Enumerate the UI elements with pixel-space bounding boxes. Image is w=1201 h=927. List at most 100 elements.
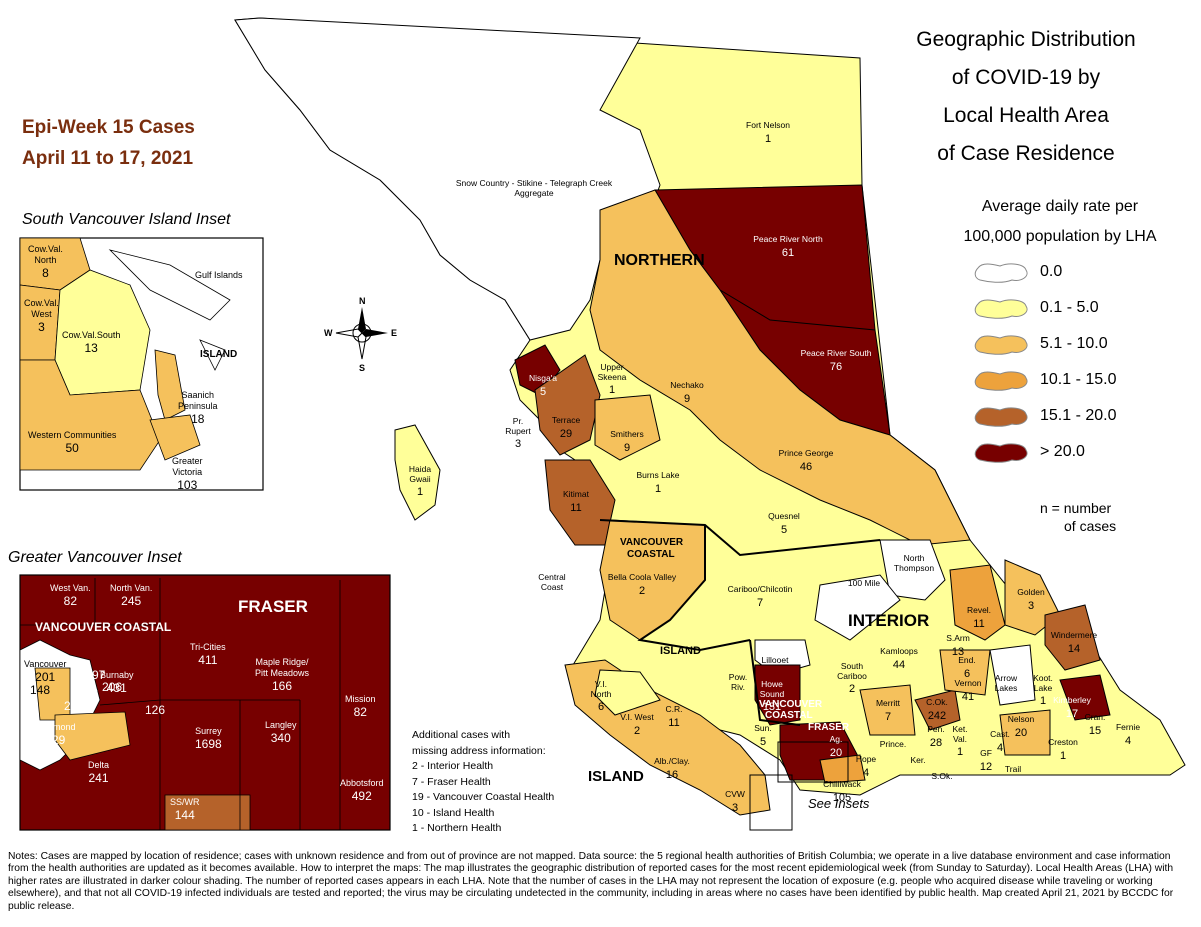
lha-label: Vernon 41 (955, 678, 982, 703)
lha-label: Creston 1 (1048, 737, 1078, 762)
inset-lha-name: West Van. (50, 583, 91, 593)
inset-lha-count: 148 (30, 683, 51, 697)
vernon-area (939, 649, 991, 696)
lha-name: Upper (600, 362, 623, 372)
lha-label: Ker. (910, 755, 925, 765)
inset-lha-label: Cow.Val. West 3 (24, 298, 59, 333)
inset-lha-label: Surrey 1698 (195, 726, 222, 750)
lha-name: Chilliwack (823, 779, 862, 789)
inset-lha-name: Surrey (195, 726, 222, 736)
inset-lha-count: 97 (92, 668, 106, 682)
lha-count: 5 (781, 524, 787, 536)
lha-name: Pr. (513, 416, 523, 426)
lha-count: 7 (757, 597, 763, 609)
lha-count: 11 (668, 717, 679, 729)
lha-name: Pen. (927, 724, 945, 734)
lha-name: End. (958, 655, 976, 665)
legend-swatch (974, 299, 1028, 319)
inset-lha-name: Richmond (35, 722, 76, 732)
lha-count: 5 (760, 736, 766, 748)
lha-name: Peace River South (801, 348, 872, 358)
lha-name: Alb./Clay. (654, 756, 690, 766)
svi-western (19, 359, 161, 471)
lha-label: Pen. 28 (927, 724, 945, 749)
inset-lha-count: 82 (353, 705, 367, 719)
lha-label: Peace River North 61 (753, 234, 823, 259)
additional-cases: Additional cases with missing address in… (412, 728, 554, 837)
lha-name: Ket. (952, 724, 967, 734)
svi-saanich (154, 349, 186, 421)
inset-lha-name: North Van. (110, 583, 153, 593)
lha-count: 3 (515, 438, 521, 450)
terrace-area (534, 354, 601, 456)
lha-name-2: Val. (953, 734, 967, 744)
lha-count: 44 (893, 659, 905, 671)
lha-count: 28 (930, 737, 942, 749)
lha-name-2: Gwaii (409, 474, 430, 484)
lha-label: Nisga'a 5 (529, 373, 557, 398)
lha-label: C.Ok. 242 (926, 697, 948, 722)
inset-lha-count: 82 (63, 594, 78, 608)
inset-box-south-vi (749, 774, 793, 831)
lha-name: Merritt (876, 698, 901, 708)
lha-name: Quesnel (768, 511, 800, 521)
region-vancouver-coastal-inset: VANCOUVER COASTAL (35, 620, 172, 634)
region-fraser-small: FRASER (808, 722, 850, 733)
lha-label: Trail (1005, 764, 1021, 774)
svg-text:W: W (324, 328, 333, 338)
lha-count: 29 (560, 428, 572, 440)
lha-name: Central (538, 572, 566, 582)
lha-name: GF (980, 748, 992, 758)
inset-lha-name-2: Peninsula (178, 401, 218, 411)
n-note-1: n = number (1040, 500, 1112, 516)
lha-name: Prince. (880, 739, 906, 749)
inset-lha-label: Greater Victoria 103 (172, 456, 203, 491)
region-vancouver-coastal-map-2: COASTAL (765, 710, 813, 721)
inset-lha-count: 230 (64, 699, 85, 713)
gv-richmond (54, 711, 131, 761)
lha-count: 41 (962, 691, 974, 703)
lha-label: Pow.Riv. (729, 672, 747, 692)
inset-lha-label: Western Communities 50 (28, 430, 116, 454)
lha-count: 1 (957, 746, 963, 758)
inset-lha-label: North Van. 245 (110, 583, 152, 607)
lha-count: 5 (540, 386, 546, 398)
inset-lha-name-2: North (34, 255, 57, 265)
lha-name: C.Ok. (926, 697, 948, 707)
lha-label: Ag. 20 (830, 734, 843, 759)
lha-name: Kamloops (880, 646, 918, 656)
lha-label: Hope 4 (856, 754, 877, 779)
inset-lha-label: Vancouver 201 (24, 659, 66, 683)
lha-name-2: Cariboo (837, 671, 867, 681)
inset-lha-count: 126 (145, 703, 166, 717)
lha-name: Fort Nelson (746, 120, 790, 130)
epi-week-dates: April 11 to 17, 2021 (22, 148, 194, 169)
legend-swatch (974, 371, 1028, 391)
lha-count: 13 (952, 646, 964, 658)
chilliwack-area (819, 754, 866, 784)
inset-lha-label: SS/WR 144 (170, 797, 200, 821)
region-interior: INTERIOR (848, 611, 930, 630)
gv-sswr (164, 794, 251, 831)
lha-label: Sun. 5 (754, 723, 772, 748)
inset-lha-name: Cow.Val.South (62, 330, 121, 340)
lha-label: S.Ok. (931, 771, 952, 781)
lha-label: 100 Mile (848, 578, 880, 588)
inset-lha-name-2: Pitt Meadows (255, 668, 310, 678)
lha-name-2: North (591, 689, 612, 699)
inset-lha-count: 144 (174, 808, 195, 822)
lha-label: Bella Coola Valley 2 (608, 572, 677, 597)
legend-item: 0.1 - 5.0 (972, 296, 1099, 320)
lha-label: Golden 3 (1017, 587, 1045, 612)
inset-lha-count: 103 (177, 478, 198, 492)
inset-lha-count: 492 (351, 789, 372, 803)
inset-lha-name-2: West (31, 309, 52, 319)
inset-lha-count: 18 (191, 412, 205, 426)
lha-count: 4 (1125, 735, 1131, 747)
region-vancouver-coastal-2: COASTAL (627, 549, 675, 560)
inset-lha-name: Mission (345, 694, 376, 704)
lha-name: Prince George (779, 448, 834, 458)
legend-item: 15.1 - 20.0 (972, 404, 1117, 428)
